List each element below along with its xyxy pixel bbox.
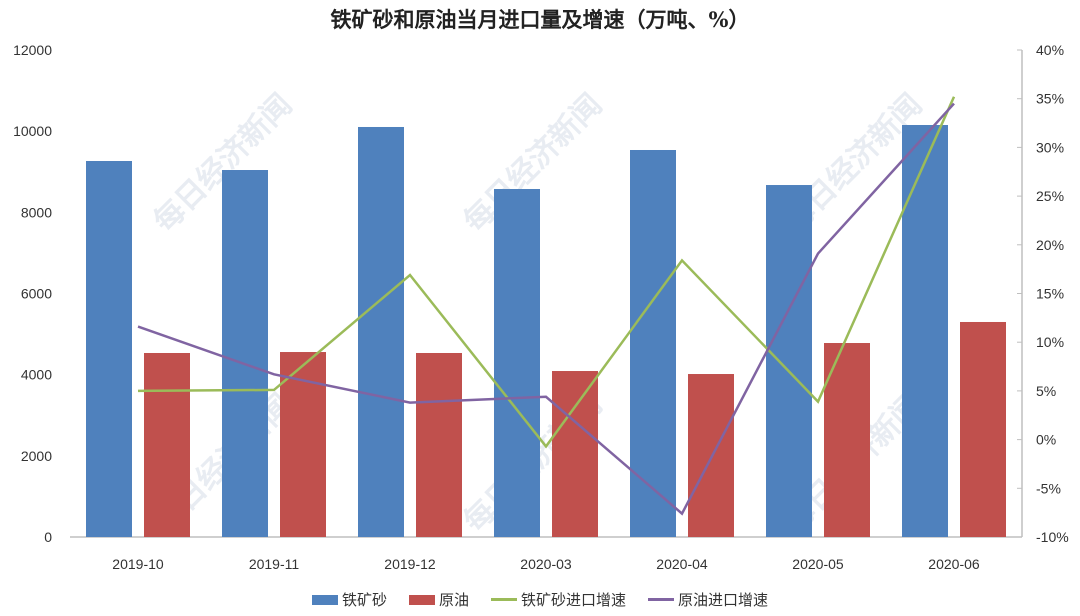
bar xyxy=(222,170,268,537)
right-axis-tick: 0% xyxy=(1036,432,1056,448)
x-axis-tick: 2020-05 xyxy=(792,556,844,572)
left-axis-tick: 6000 xyxy=(21,286,52,302)
line-series xyxy=(137,96,956,449)
bar xyxy=(960,321,1006,537)
bar xyxy=(86,160,132,537)
line-series xyxy=(137,102,955,516)
chart-plot: 每日经济新闻每日经济新闻每日经济新闻每日经济新闻每日经济新闻每日经济新闻0200… xyxy=(13,42,1069,572)
right-axis-tick: 15% xyxy=(1036,286,1064,302)
legend-item-iron-ore-growth: 铁矿砂进口增速 xyxy=(491,589,626,610)
x-axis-tick: 2019-12 xyxy=(384,556,436,572)
left-axis-tick: 10000 xyxy=(13,123,52,139)
legend: 铁矿砂 原油 铁矿砂进口增速 原油进口增速 xyxy=(0,589,1080,610)
left-axis-tick: 4000 xyxy=(21,367,52,383)
right-axis-tick: 20% xyxy=(1036,237,1064,253)
bar xyxy=(144,352,190,537)
x-axis-tick: 2020-03 xyxy=(520,556,572,572)
legend-line-icon xyxy=(648,598,675,601)
bar xyxy=(902,124,948,538)
left-axis-tick: 8000 xyxy=(21,204,52,220)
right-axis-tick: -5% xyxy=(1036,480,1061,496)
bar xyxy=(494,188,540,537)
x-axis-tick: 2020-06 xyxy=(928,556,980,572)
right-axis-tick: 35% xyxy=(1036,91,1064,107)
legend-item-crude-oil: 原油 xyxy=(408,589,469,610)
bar xyxy=(824,343,870,537)
left-axis-tick: 12000 xyxy=(13,42,52,58)
bar xyxy=(630,149,676,538)
right-axis-tick: 10% xyxy=(1036,334,1064,350)
bar xyxy=(766,185,812,537)
bar xyxy=(552,371,598,537)
left-axis-tick: 2000 xyxy=(21,448,52,464)
bar xyxy=(416,352,462,537)
chart-title: 铁矿砂和原油当月进口量及增速（万吨、%） xyxy=(330,7,750,32)
bar xyxy=(358,126,404,538)
x-axis-tick: 2019-11 xyxy=(249,556,300,572)
right-axis-tick: 40% xyxy=(1036,42,1064,58)
legend-line-icon xyxy=(491,598,517,601)
x-axis-tick: 2019-10 xyxy=(112,556,164,572)
left-axis-tick: 0 xyxy=(44,529,52,545)
right-axis-tick: 5% xyxy=(1036,383,1056,399)
legend-item-crude-oil-growth: 原油进口增速 xyxy=(648,589,768,610)
legend-swatch-icon xyxy=(311,594,338,605)
legend-item-iron-ore: 铁矿砂 xyxy=(311,589,387,610)
x-axis-tick: 2020-04 xyxy=(656,556,708,572)
right-axis-tick: 25% xyxy=(1036,188,1064,204)
right-axis-tick: -10% xyxy=(1036,529,1069,545)
right-axis-tick: 30% xyxy=(1036,139,1064,155)
legend-swatch-icon xyxy=(408,594,435,605)
